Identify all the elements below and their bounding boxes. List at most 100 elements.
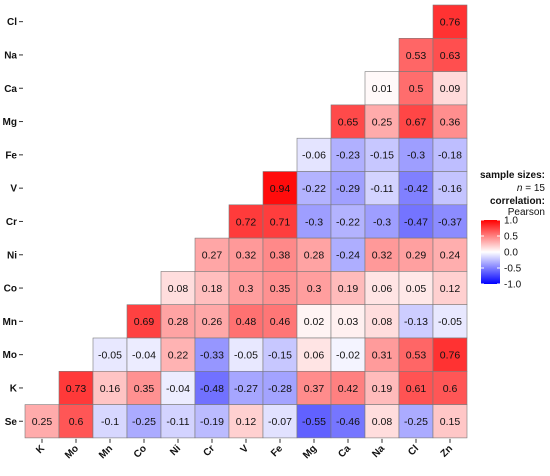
cell-value-label: 0.27: [202, 250, 223, 262]
legend-n-value: = 15: [525, 183, 545, 194]
cell-value-label: 0.08: [372, 316, 393, 328]
heatmap-cell-fe-cl: [398, 137, 434, 172]
cell-value-label: 0.48: [236, 316, 257, 328]
cell-value-label: 0.06: [304, 349, 325, 361]
heatmap-cell-mn-co: [126, 304, 162, 339]
heatmap-cell-cr-ca: [330, 204, 366, 239]
legend-tick-label: -0.5: [504, 264, 522, 275]
heatmap-cell-se-cr: [194, 404, 230, 439]
heatmap-cell-se-v: [228, 404, 264, 439]
heatmap-cell-k-na: [364, 370, 400, 405]
heatmap-cell-se-co: [126, 404, 162, 439]
heatmap-cell-co-fe: [262, 271, 298, 305]
cell-value-label: 0.53: [406, 50, 427, 62]
cell-value-label: 0.36: [440, 116, 461, 128]
cell-value-label: 0.01: [372, 83, 393, 95]
x-tick-label-mg: Mg: [301, 443, 319, 461]
heatmap-cell-k-cl: [398, 370, 434, 405]
heatmap-cell-co-ni: [160, 271, 196, 305]
heatmap-cell-se-mg: [296, 404, 332, 439]
cell-value-label: 0.03: [338, 316, 359, 328]
cell-value-label: -0.22: [302, 183, 326, 195]
cell-value-label: 0.25: [372, 116, 393, 128]
cell-value-label: -0.23: [336, 150, 360, 162]
heatmap-cell-k-ni: [160, 370, 196, 405]
cell-value-label: 0.69: [134, 316, 155, 328]
cell-value-label: 0.6: [69, 416, 84, 428]
cell-value-label: 0.26: [202, 316, 223, 328]
cell-value-label: 0.19: [372, 383, 393, 395]
heatmap-cell-k-fe: [262, 370, 298, 405]
cell-value-label: -0.27: [234, 383, 258, 395]
x-axis-labels: K Mo Mn Co Ni Cr V Fe Mg Ca Na Cl Zn: [34, 438, 455, 461]
cell-value-label: -0.02: [336, 349, 360, 361]
cell-value-label: 0.37: [304, 383, 325, 395]
y-tick-label-ca: Ca: [4, 84, 17, 95]
cell-value-label: 0.31: [372, 349, 393, 361]
cell-value-label: 0.38: [270, 250, 291, 262]
cell-value-label: 0.05: [406, 283, 427, 295]
cell-value-label: -0.3: [305, 216, 323, 228]
cell-value-label: 0.32: [236, 250, 257, 262]
cell-value-label: -0.04: [166, 383, 190, 395]
cell-value-label: 0.72: [236, 216, 257, 228]
x-tick-label-mo: Mo: [63, 443, 81, 461]
y-axis-labels: Cl Na Ca Mg Fe V Cr Ni Co Mn Mo K Se: [3, 17, 23, 428]
cell-value-label: -0.42: [404, 183, 428, 195]
cell-value-label: 0.22: [168, 349, 189, 361]
heatmap-cell-k-mg: [296, 370, 332, 405]
heatmap-cell-mo-mn: [92, 337, 128, 372]
heatmap-cell-ni-fe: [262, 237, 298, 272]
cell-value-label: -0.15: [268, 349, 292, 361]
heatmap-cell-mn-fe: [262, 304, 298, 339]
y-tick-label-fe: Fe: [5, 150, 17, 161]
cell-value-label: 0.19: [338, 283, 359, 295]
heatmap-cell-co-zn: [432, 271, 468, 305]
y-tick-label-na: Na: [4, 50, 17, 61]
y-tick-label-co: Co: [4, 284, 17, 295]
cell-value-label: 0.28: [168, 316, 189, 328]
heatmap-cell-mn-zn: [432, 304, 468, 339]
legend-tick-label: 0.5: [504, 232, 518, 243]
legend-method: Pearson: [508, 207, 545, 218]
heatmap-cell-ni-zn: [432, 237, 468, 272]
legend-ticks: 1.0 0.5 0.0 -0.5 -1.0: [481, 216, 522, 291]
heatmap-cell-k-mn: [92, 370, 128, 405]
x-tick-label-na: Na: [370, 443, 387, 460]
heatmap-cell-cr-v: [228, 204, 264, 239]
heatmap-cell-k-mo: [58, 370, 94, 405]
cell-value-label: -0.25: [404, 416, 428, 428]
cell-value-label: 0.5: [409, 83, 424, 95]
heatmap-cell-se-ni: [160, 404, 196, 439]
cell-value-label: -0.07: [268, 416, 292, 428]
cell-value-label: -0.05: [98, 349, 122, 361]
heatmap-cell-co-v: [228, 271, 264, 305]
cell-value-label: 0.08: [372, 416, 393, 428]
cell-value-label: 0.02: [304, 316, 325, 328]
cell-value-label: 0.42: [338, 383, 359, 395]
cell-value-label: 0.18: [202, 283, 223, 295]
cell-value-label: 0.53: [406, 349, 427, 361]
x-tick-label-ca: Ca: [336, 443, 353, 460]
heatmap-cell-mn-ni: [160, 304, 196, 339]
cell-value-label: -0.46: [336, 416, 360, 428]
cell-value-label: 0.46: [270, 316, 291, 328]
legend-n-symbol: n: [517, 183, 523, 194]
y-tick-label-mg: Mg: [3, 117, 17, 128]
cell-value-label: 0.67: [406, 116, 427, 128]
y-tick-label-v: V: [10, 184, 17, 195]
cell-value-label: -0.28: [268, 383, 292, 395]
cell-value-label: -0.37: [438, 216, 462, 228]
cell-value-label: -0.04: [132, 349, 156, 361]
y-tick-label-cr: Cr: [6, 217, 17, 228]
x-tick-label-zn: Zn: [439, 443, 455, 459]
cell-value-label: 0.73: [66, 383, 87, 395]
heatmap-cell-fe-ca: [330, 137, 366, 172]
cell-value-label: 0.12: [236, 416, 257, 428]
legend-colorbar: [481, 220, 500, 284]
cell-value-label: 0.09: [440, 83, 461, 95]
cell-value-label: 0.65: [338, 116, 359, 128]
legend-title-correlation: correlation:: [490, 196, 545, 207]
cell-value-label: -0.15: [370, 150, 394, 162]
cell-value-label: -0.16: [438, 183, 462, 195]
